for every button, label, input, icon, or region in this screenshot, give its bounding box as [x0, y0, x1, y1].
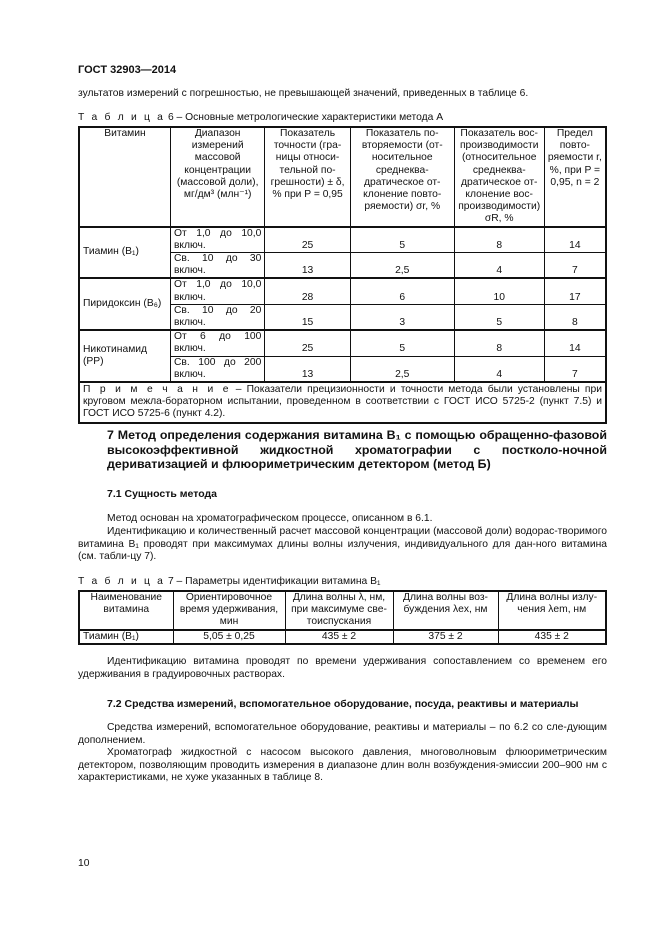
vitamin-cell: Пиридоксин (B₆)	[78, 277, 171, 331]
range-cell: От 6 до 100 включ.	[169, 329, 266, 357]
header-cell: Диапазон измерений массовой концентрации…	[169, 126, 266, 228]
table-note: П р и м е ч а н и е – Показатели прецизи…	[78, 381, 607, 424]
section-7-heading: 7 Метод определения содержания витамина …	[107, 428, 607, 471]
table-row: Св. 100 до 200 включ. 13 2,5 4 7	[79, 355, 607, 383]
paragraph: Метод основан на хроматографическом проц…	[107, 513, 433, 524]
value-cell: 435 ± 2	[284, 629, 394, 645]
value-cell: 13	[264, 252, 351, 279]
value-cell: 6	[349, 277, 455, 305]
value-cell: 8	[543, 303, 607, 331]
table-row: Тиамин (B₁) От 1,0 до 10,0 включ. 25 5 8 14	[78, 226, 607, 279]
value-cell: 7	[543, 355, 607, 383]
header-cell: Наименование витамина	[78, 590, 174, 631]
table-7: Наименование витамина Ориентировочное вр…	[78, 590, 607, 645]
value-cell: 435 ± 2	[497, 629, 607, 645]
header-cell: Витамин	[78, 126, 171, 228]
range-cell: Св. 10 до 20 включ.	[169, 303, 266, 331]
value-cell: 8	[453, 329, 545, 357]
header-cell: Длина волны λ, нм, при максимуме све-тои…	[284, 590, 394, 631]
header-cell: Предел повто-ряемости r, %, при P = 0,95…	[543, 126, 607, 228]
vitamin-cell: Тиамин (B₁)	[78, 226, 171, 279]
value-cell: 4	[453, 355, 545, 383]
table7-caption-label: Т а б л и ц а	[78, 576, 166, 587]
value-cell: 13	[264, 355, 351, 383]
vitamin-cell: Никотинамид (PP)	[78, 329, 171, 383]
value-cell: 8	[453, 226, 545, 254]
table-6: Витамин Диапазон измерений массовой конц…	[78, 126, 607, 424]
table-header-row: Наименование витамина Ориентировочное вр…	[78, 590, 607, 631]
value-cell: 14	[543, 226, 607, 254]
intro-line: зультатов измерений с погрешностью, не п…	[78, 88, 529, 99]
paragraph: Идентификацию и количественный расчет ма…	[78, 526, 607, 563]
note-text: – Показатели прецизионности и точности м…	[83, 384, 602, 420]
vitamin-cell: Тиамин (B₁)	[78, 629, 174, 645]
header-cell: Показатель точности (гра-ницы относи-тел…	[264, 126, 351, 228]
table-note-row: П р и м е ч а н и е – Показатели прецизи…	[78, 381, 607, 424]
value-cell: 28	[264, 277, 351, 305]
value-cell: 7	[543, 252, 607, 279]
note-label: П р и м е ч а н и е	[83, 384, 231, 396]
header-cell: Показатель вос-производимости (относител…	[453, 126, 545, 228]
range-cell: От 1,0 до 10,0 включ.	[169, 226, 266, 254]
value-cell: 15	[264, 303, 351, 331]
table6-caption-label: Т а б л и ц а	[78, 112, 166, 123]
value-cell: 5	[349, 329, 455, 357]
table7-caption-text: 7 – Параметры идентификации витамина B₁	[167, 576, 381, 587]
range-cell: От 1,0 до 10,0 включ.	[169, 277, 266, 305]
section-7-1-heading: 7.1 Сущность метода	[107, 488, 218, 500]
header-cell: Ориентировочное время удерживания, мин	[172, 590, 286, 631]
document-header: ГОСТ 32903—2014	[78, 64, 177, 76]
value-cell: 5,05 ± 0,25	[172, 629, 286, 645]
value-cell: 5	[349, 226, 455, 254]
value-cell: 2,5	[349, 355, 455, 383]
page-number: 10	[78, 858, 90, 869]
value-cell: 5	[453, 303, 545, 331]
table-row: Пиридоксин (B₆) От 1,0 до 10,0 включ. 28 6 1…	[78, 277, 607, 331]
value-cell: 10	[453, 277, 545, 305]
value-cell: 3	[349, 303, 455, 331]
paragraph: Хроматограф жидкостной с насосом высоког…	[78, 747, 607, 784]
value-cell: 2,5	[349, 252, 455, 279]
paragraph: Идентификацию витамина проводят по време…	[78, 656, 607, 680]
header-cell: Показатель по-вторяемости (от-носительно…	[349, 126, 455, 228]
paragraph: Средства измерений, вспомогательное обор…	[78, 722, 607, 746]
value-cell: 25	[264, 329, 351, 357]
value-cell: 375 ± 2	[392, 629, 499, 645]
value-cell: 4	[453, 252, 545, 279]
header-cell: Длина волны излу-чения λem, нм	[497, 590, 607, 631]
table-row: Тиамин (B₁) 5,05 ± 0,25 435 ± 2 375 ± 2 …	[78, 629, 607, 645]
table6-caption-text: 6 – Основные метрологические характерист…	[167, 112, 444, 123]
range-cell: Св. 100 до 200 включ.	[169, 355, 266, 383]
section-7-2-heading: 7.2 Средства измерений, вспомогательное …	[107, 698, 579, 710]
value-cell: 14	[543, 329, 607, 357]
table-header-row: Витамин Диапазон измерений массовой конц…	[78, 126, 607, 228]
table-row: Св. 10 до 30 включ. 13 2,5 4 7	[79, 252, 607, 279]
value-cell: 17	[543, 277, 607, 305]
header-cell: Длина волны воз-буждения λex, нм	[392, 590, 499, 631]
table7-caption: Т а б л и ц а 7 – Параметры идентификаци…	[78, 576, 380, 589]
range-cell: Св. 10 до 30 включ.	[169, 252, 266, 279]
table6-caption: Т а б л и ц а 6 – Основные метрологическ…	[78, 112, 443, 125]
table-row: Никотинамид (PP) От 6 до 100 включ. 25 5 8 14	[78, 329, 607, 383]
value-cell: 25	[264, 226, 351, 254]
